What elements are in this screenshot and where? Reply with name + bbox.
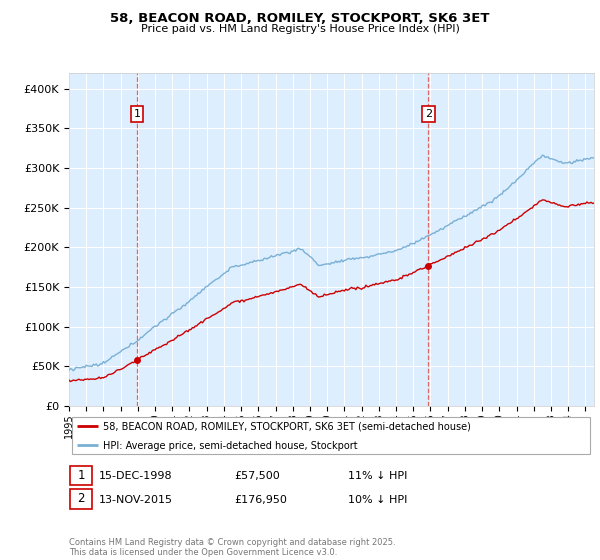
FancyBboxPatch shape — [71, 417, 590, 454]
Text: £176,950: £176,950 — [234, 494, 287, 505]
Text: 2: 2 — [425, 109, 432, 119]
Text: 15-DEC-1998: 15-DEC-1998 — [99, 471, 173, 481]
Text: 11% ↓ HPI: 11% ↓ HPI — [348, 471, 407, 481]
Text: 10% ↓ HPI: 10% ↓ HPI — [348, 494, 407, 505]
FancyBboxPatch shape — [70, 489, 92, 508]
FancyBboxPatch shape — [70, 466, 92, 485]
Text: 2: 2 — [77, 492, 85, 506]
Text: Price paid vs. HM Land Registry's House Price Index (HPI): Price paid vs. HM Land Registry's House … — [140, 24, 460, 34]
Text: HPI: Average price, semi-detached house, Stockport: HPI: Average price, semi-detached house,… — [103, 441, 358, 451]
Text: Contains HM Land Registry data © Crown copyright and database right 2025.
This d: Contains HM Land Registry data © Crown c… — [69, 538, 395, 557]
Text: 13-NOV-2015: 13-NOV-2015 — [99, 494, 173, 505]
Text: 58, BEACON ROAD, ROMILEY, STOCKPORT, SK6 3ET (semi-detached house): 58, BEACON ROAD, ROMILEY, STOCKPORT, SK6… — [103, 422, 471, 432]
Text: £57,500: £57,500 — [234, 471, 280, 481]
Text: 1: 1 — [134, 109, 140, 119]
Text: 1: 1 — [77, 469, 85, 482]
Text: 58, BEACON ROAD, ROMILEY, STOCKPORT, SK6 3ET: 58, BEACON ROAD, ROMILEY, STOCKPORT, SK6… — [110, 12, 490, 25]
